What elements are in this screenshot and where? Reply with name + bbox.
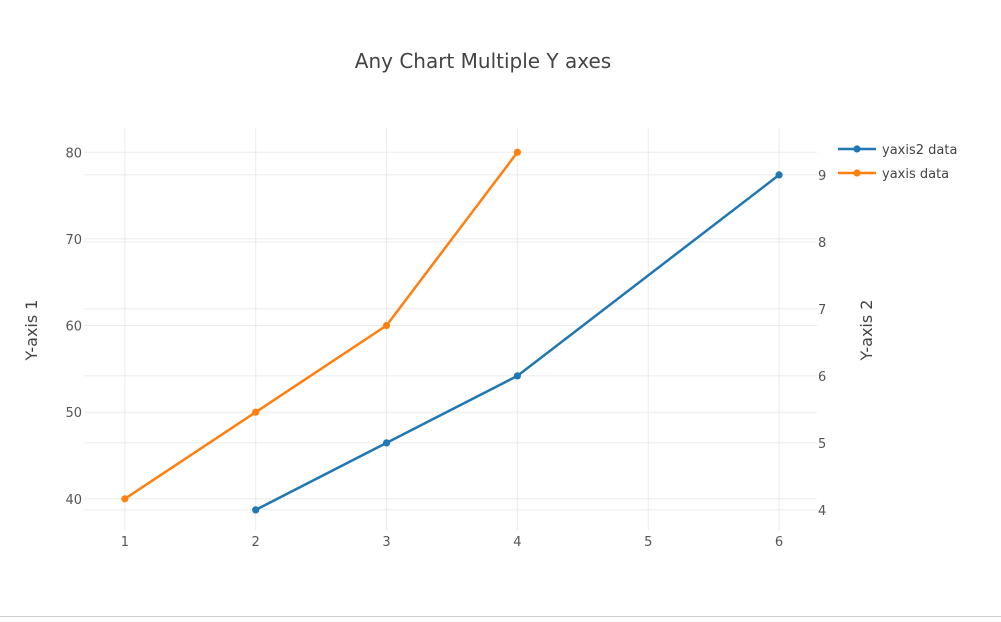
series-lines bbox=[121, 148, 783, 514]
y1-tick-label: 80 bbox=[65, 146, 82, 161]
legend-label: yaxis2 data bbox=[882, 143, 957, 158]
series-line-yaxis2-data bbox=[255, 173, 780, 512]
legend-swatch-marker bbox=[853, 169, 861, 177]
x-tick-label: 1 bbox=[121, 535, 129, 550]
x-tick-label: 4 bbox=[513, 535, 521, 550]
y2-tick-label: 5 bbox=[818, 437, 826, 452]
data-point-yaxis-data[interactable] bbox=[252, 408, 260, 416]
y1-tick-label: 40 bbox=[65, 493, 82, 508]
x-tick-label: 5 bbox=[644, 535, 652, 550]
y2-tick-label: 9 bbox=[818, 169, 826, 184]
y2-tick-label: 6 bbox=[818, 370, 826, 385]
data-point-yaxis-data[interactable] bbox=[513, 148, 521, 156]
grid bbox=[84, 128, 817, 530]
legend-label: yaxis data bbox=[882, 167, 949, 182]
y1-tick-label: 60 bbox=[65, 320, 82, 335]
bottom-divider bbox=[0, 616, 1001, 617]
y-axis-2-title: Y-axis 2 bbox=[857, 300, 876, 362]
legend-item-yaxis-data[interactable]: yaxis data bbox=[838, 167, 949, 182]
x-tick-label: 2 bbox=[252, 535, 260, 550]
x-tick-label: 6 bbox=[775, 535, 783, 550]
y2-tick-label: 8 bbox=[818, 236, 826, 251]
y2-tick-label: 7 bbox=[818, 303, 826, 318]
y1-tick-label: 50 bbox=[65, 406, 82, 421]
legend-item-yaxis2-data[interactable]: yaxis2 data bbox=[838, 143, 957, 158]
data-point-yaxis-data[interactable] bbox=[121, 495, 129, 503]
chart-title: Any Chart Multiple Y axes bbox=[355, 49, 611, 73]
data-point-yaxis-data[interactable] bbox=[382, 321, 391, 330]
legend-swatch-marker bbox=[853, 145, 861, 153]
series-line-yaxis-data bbox=[124, 151, 519, 500]
y1-tick-label: 70 bbox=[65, 233, 82, 248]
data-point-yaxis2-data[interactable] bbox=[382, 439, 391, 447]
data-point-yaxis2-data[interactable] bbox=[513, 372, 521, 380]
y-axis-1-title: Y-axis 1 bbox=[22, 300, 41, 362]
legend[interactable]: yaxis2 data yaxis data bbox=[838, 143, 957, 182]
y2-tick-label: 4 bbox=[818, 504, 826, 519]
data-point-yaxis2-data[interactable] bbox=[252, 506, 260, 514]
data-point-yaxis2-data[interactable] bbox=[775, 171, 783, 179]
axes: 1 2 3 4 5 6 40 50 60 70 80 4 5 6 7 8 9 bbox=[65, 146, 826, 550]
x-tick-label: 3 bbox=[382, 535, 390, 550]
